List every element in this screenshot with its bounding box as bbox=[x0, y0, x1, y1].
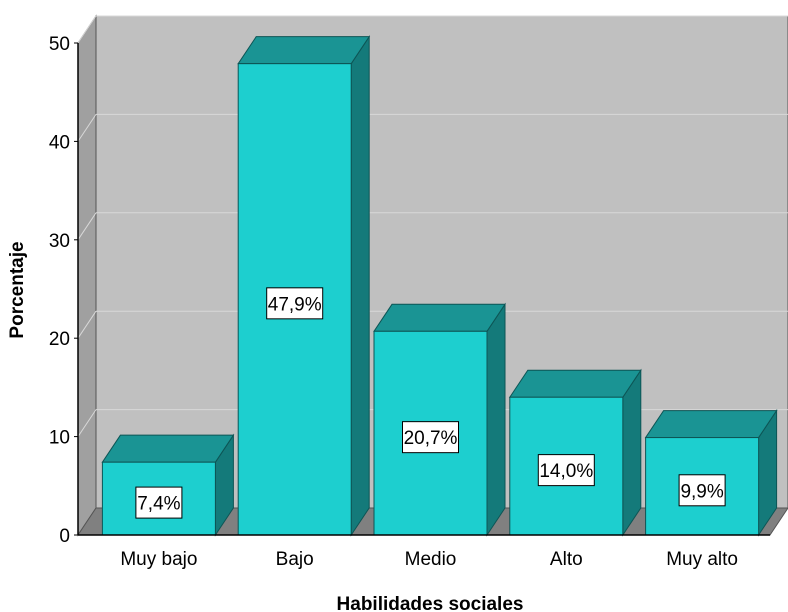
y-tick-label: 20 bbox=[49, 329, 70, 350]
y-tick-label: 10 bbox=[49, 428, 70, 449]
data-label: 14,0% bbox=[539, 461, 593, 482]
data-label-box bbox=[266, 287, 324, 320]
axes-group: 0 10 20 30 40 50 Muy bajo Bajo Medio Alto Muy alto bbox=[49, 34, 770, 570]
bar-top bbox=[101, 434, 235, 463]
gridline-side bbox=[77, 15, 97, 44]
gridline-side bbox=[77, 310, 97, 339]
bar-top bbox=[237, 36, 371, 65]
x-axis-title: Habilidades sociales bbox=[337, 594, 524, 612]
gridline-side bbox=[77, 409, 97, 437]
y-tick-label: 30 bbox=[49, 231, 70, 252]
y-axis-title: Porcentaje bbox=[7, 241, 28, 338]
bar-top bbox=[508, 369, 642, 398]
data-label-box bbox=[678, 474, 726, 507]
data-label: 47,9% bbox=[268, 294, 322, 315]
y-tick-label: 0 bbox=[59, 526, 70, 547]
y-tick-label: 50 bbox=[49, 34, 70, 55]
x-tick-label: Muy bajo bbox=[120, 549, 197, 570]
bar-top bbox=[644, 410, 778, 439]
gridline-side bbox=[77, 212, 97, 241]
data-label: 20,7% bbox=[404, 428, 458, 449]
bar-side bbox=[486, 302, 506, 537]
x-tick-label: Bajo bbox=[276, 549, 314, 570]
data-labels-group: 7,4% 47,9% 20,7% 14,0% 9,9% bbox=[135, 287, 726, 519]
bars-group bbox=[101, 35, 778, 537]
bar-side bbox=[350, 35, 370, 537]
data-label: 7,4% bbox=[137, 494, 180, 515]
data-label-box bbox=[402, 421, 459, 454]
bar-top bbox=[373, 303, 506, 332]
gridline-side bbox=[77, 114, 97, 142]
x-tick-label: Muy alto bbox=[666, 549, 738, 570]
y-tick-label: 40 bbox=[49, 132, 70, 153]
data-label-box bbox=[537, 454, 595, 487]
left-wall bbox=[77, 14, 97, 537]
bar-side bbox=[622, 368, 642, 537]
data-label-box bbox=[135, 486, 183, 519]
data-label: 9,9% bbox=[680, 481, 723, 502]
x-tick-label: Medio bbox=[405, 549, 457, 570]
x-tick-label: Alto bbox=[550, 549, 583, 570]
